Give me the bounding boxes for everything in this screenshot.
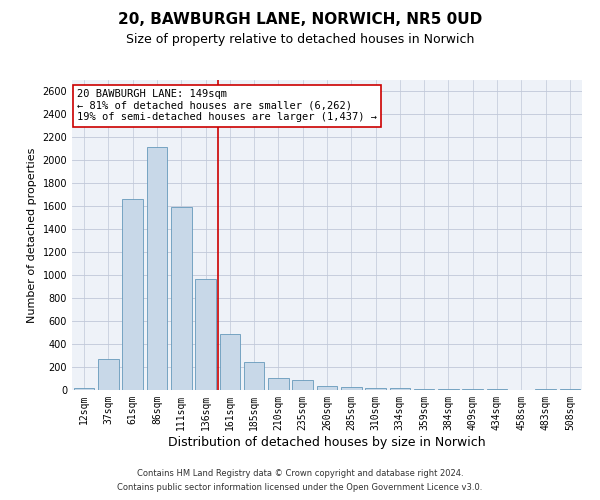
Bar bbox=[195, 278, 216, 390]
Bar bbox=[317, 386, 337, 390]
Bar bbox=[74, 388, 94, 390]
Bar bbox=[341, 386, 362, 390]
Bar bbox=[365, 388, 386, 390]
Bar bbox=[146, 146, 167, 390]
Bar bbox=[268, 378, 289, 390]
Bar bbox=[414, 389, 434, 390]
X-axis label: Distribution of detached houses by size in Norwich: Distribution of detached houses by size … bbox=[168, 436, 486, 448]
Bar bbox=[438, 389, 459, 390]
Text: Size of property relative to detached houses in Norwich: Size of property relative to detached ho… bbox=[126, 32, 474, 46]
Bar bbox=[122, 200, 143, 390]
Bar bbox=[292, 380, 313, 390]
Bar bbox=[535, 389, 556, 390]
Text: Contains HM Land Registry data © Crown copyright and database right 2024.: Contains HM Land Registry data © Crown c… bbox=[137, 468, 463, 477]
Bar bbox=[389, 388, 410, 390]
Bar bbox=[220, 334, 240, 390]
Bar bbox=[171, 208, 191, 390]
Bar bbox=[98, 359, 119, 390]
Bar bbox=[244, 362, 265, 390]
Text: 20, BAWBURGH LANE, NORWICH, NR5 0UD: 20, BAWBURGH LANE, NORWICH, NR5 0UD bbox=[118, 12, 482, 28]
Y-axis label: Number of detached properties: Number of detached properties bbox=[27, 148, 37, 322]
Text: 20 BAWBURGH LANE: 149sqm
← 81% of detached houses are smaller (6,262)
19% of sem: 20 BAWBURGH LANE: 149sqm ← 81% of detach… bbox=[77, 90, 377, 122]
Text: Contains public sector information licensed under the Open Government Licence v3: Contains public sector information licen… bbox=[118, 484, 482, 492]
